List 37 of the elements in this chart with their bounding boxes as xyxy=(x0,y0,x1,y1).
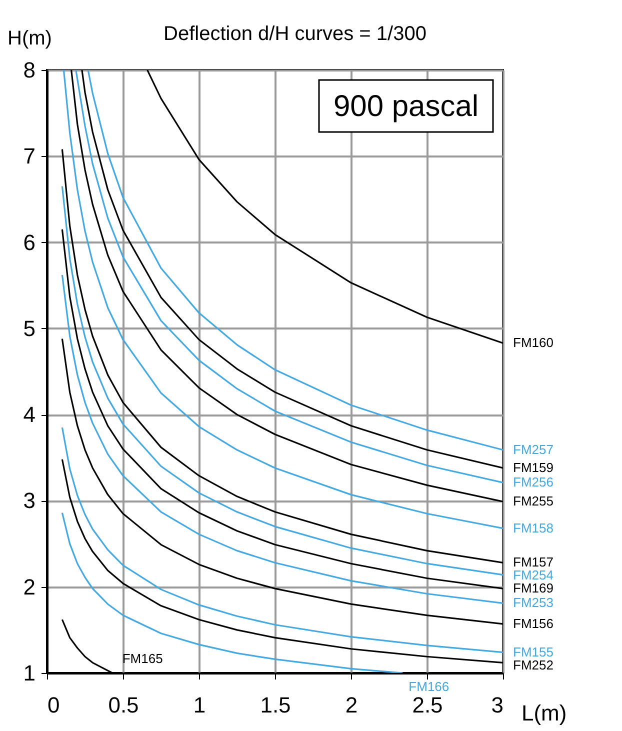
x-tick-label: 3 xyxy=(491,692,504,718)
y-axis-title: H(m) xyxy=(8,28,52,50)
series-label: FM253 xyxy=(513,595,554,610)
x-tick-label: 1.5 xyxy=(260,692,291,718)
y-tick-label: 3 xyxy=(23,488,36,514)
series-label: FM160 xyxy=(513,335,554,350)
series-label: FM254 xyxy=(513,568,554,583)
series-label: FM158 xyxy=(513,520,554,536)
series-label: FM255 xyxy=(513,494,554,509)
x-axis-title: L(m) xyxy=(522,700,567,726)
series-label: FM157 xyxy=(513,554,554,570)
y-tick-label: 2 xyxy=(23,574,36,600)
line-series xyxy=(61,274,503,604)
x-tick-label: 1 xyxy=(193,692,206,718)
y-tick-label: 7 xyxy=(23,144,36,169)
series-label: FM155 xyxy=(513,644,554,660)
x-tick-label: 0.5 xyxy=(108,692,139,718)
series-label: FM169 xyxy=(513,580,554,596)
series-label: FM166 xyxy=(408,679,450,694)
line-series xyxy=(61,512,404,673)
series-label: FM159 xyxy=(513,460,554,475)
y-tick-label: 1 xyxy=(23,660,36,686)
series-label: FM165 xyxy=(122,651,163,666)
series-label: FM256 xyxy=(513,474,554,490)
annotation: 900 pascal xyxy=(333,90,479,123)
series-label: FM156 xyxy=(513,616,554,631)
y-tick-label: 5 xyxy=(23,316,36,341)
chart-title: Deflection d/H curves = 1/300 xyxy=(164,23,426,45)
series-label: FM252 xyxy=(513,657,554,672)
x-tick-label: 0 xyxy=(48,692,60,718)
series-label: FM257 xyxy=(513,442,554,457)
y-tick-label: 4 xyxy=(23,402,36,428)
y-tick-label: 8 xyxy=(23,58,36,82)
line-series xyxy=(61,426,503,654)
y-tick-label: 6 xyxy=(23,230,36,255)
x-tick-label: 2.5 xyxy=(412,692,443,718)
x-tick-label: 2 xyxy=(345,692,358,718)
